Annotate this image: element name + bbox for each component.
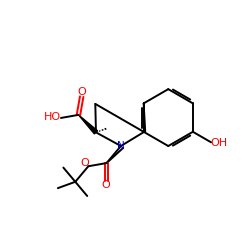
Text: O: O (81, 158, 90, 168)
Text: O: O (102, 180, 110, 190)
Text: HO: HO (44, 112, 61, 122)
Text: O: O (78, 87, 86, 97)
Polygon shape (78, 115, 98, 134)
Text: OH: OH (210, 138, 227, 148)
Text: N: N (117, 141, 125, 151)
